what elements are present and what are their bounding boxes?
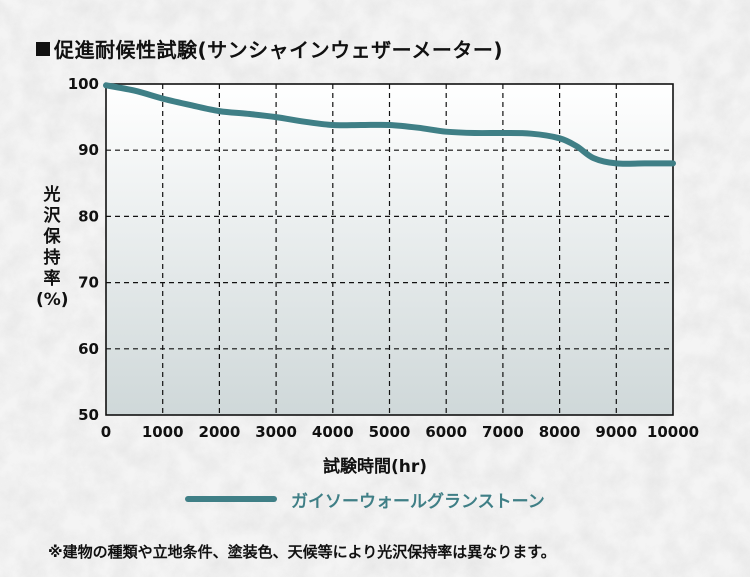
x-tick-label: 0 <box>101 423 111 441</box>
x-axis-label: 試験時間(hr) <box>322 457 428 477</box>
x-tick-label: 7000 <box>482 423 524 441</box>
y-label-char: 光 <box>43 185 61 205</box>
y-label-char: (%) <box>36 290 69 310</box>
y-axis-label: 光 沢 保 持 率 (%) <box>36 185 69 311</box>
chart-title-text: 促進耐候性試験(サンシャインウェザーメーター) <box>54 38 503 62</box>
y-label-char: 沢 <box>43 206 61 226</box>
legend: ガイソーウォールグランストーン <box>185 487 545 512</box>
y-tick-label: 70 <box>78 274 99 292</box>
chart-title: 促進耐候性試験(サンシャインウェザーメーター) <box>36 34 503 63</box>
x-tick-label: 8000 <box>539 423 581 441</box>
title-square-icon <box>36 42 50 56</box>
y-tick-label: 60 <box>78 340 99 358</box>
legend-label: ガイソーウォールグランストーン <box>291 492 545 512</box>
x-tick-label: 4000 <box>312 423 354 441</box>
legend-line-swatch <box>185 496 277 502</box>
y-label-char: 率 <box>43 269 61 289</box>
y-tick-label: 100 <box>68 75 99 93</box>
x-tick-label: 9000 <box>595 423 637 441</box>
x-tick-label: 10000 <box>647 423 699 441</box>
x-tick-label: 2000 <box>199 423 241 441</box>
y-label-char: 保 <box>43 227 61 247</box>
x-tick-label: 3000 <box>255 423 297 441</box>
x-tick-label: 5000 <box>369 423 411 441</box>
y-tick-label: 80 <box>78 207 99 225</box>
y-label-char: 持 <box>43 248 61 268</box>
series-line <box>103 82 676 167</box>
x-tick-label: 1000 <box>142 423 184 441</box>
y-tick-label: 50 <box>78 406 99 424</box>
x-tick-label: 6000 <box>425 423 467 441</box>
footnote: ※建物の種類や立地条件、塗装色、天候等により光沢保持率は異なります。 <box>48 543 556 561</box>
y-tick-label: 90 <box>78 141 99 159</box>
